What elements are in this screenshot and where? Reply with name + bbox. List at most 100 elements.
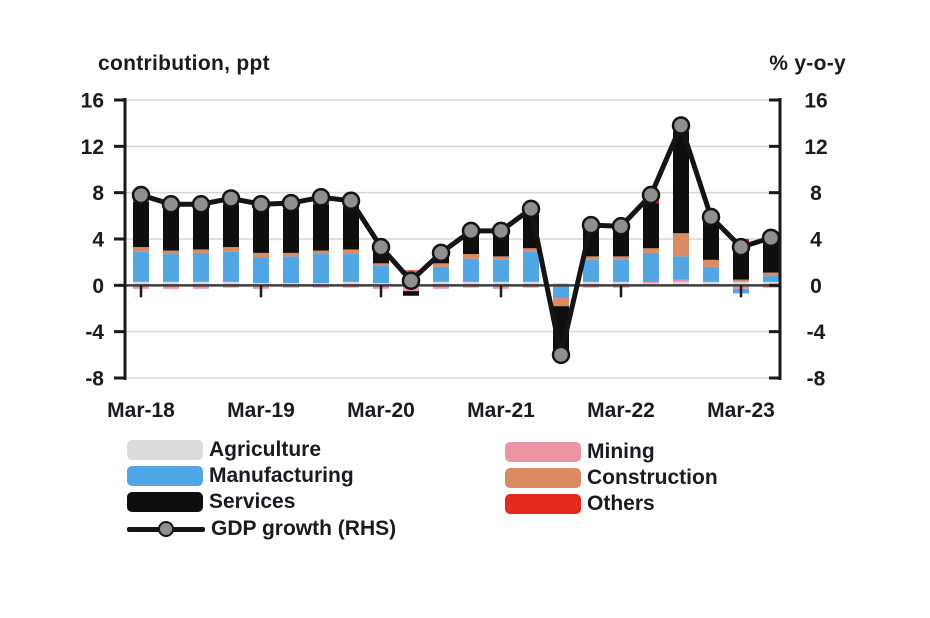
gdp-marker [371, 237, 391, 257]
gdp-marker [701, 207, 721, 227]
bar-segment-manufacturing [163, 254, 179, 282]
bar-segment-construction [553, 298, 569, 307]
bar-segment-manufacturing [553, 286, 569, 299]
bar-segment-manufacturing [463, 258, 479, 282]
construction-swatch-icon [505, 468, 581, 488]
x-tick-label: Mar-22 [587, 399, 655, 422]
bar-segment-agriculture [493, 281, 509, 286]
bar-segment-manufacturing [703, 266, 719, 282]
right-axis-tick-labels: 16 12 8 4 0 -4 -8 [804, 90, 827, 391]
bar-segment-agriculture [763, 281, 779, 286]
bar-segment-manufacturing [763, 276, 779, 282]
bar-segment-construction [673, 233, 689, 257]
y-tick-label-left: 16 [81, 90, 104, 113]
legend-item-construction: Construction [505, 466, 718, 489]
gdp-marker [521, 199, 541, 219]
bar-segment-manufacturing [343, 254, 359, 282]
gdp-marker [491, 221, 511, 241]
gdp-marker [131, 185, 151, 205]
bar-segment-services [763, 237, 779, 273]
bar-segment-construction [283, 252, 299, 257]
bar-segment-construction [133, 247, 149, 252]
legend-label: Construction [587, 466, 718, 489]
gdp-growth-markers [131, 116, 781, 365]
bar-segment-construction [223, 247, 239, 252]
bar-segment-construction [703, 259, 719, 267]
gdp-marker [341, 191, 361, 211]
legend-label: Others [587, 492, 655, 515]
y-tick-label-right: -4 [807, 321, 826, 344]
bar-segment-manufacturing [253, 257, 269, 284]
bar-segment-manufacturing [523, 251, 539, 282]
bar-segment-services [313, 204, 329, 251]
bar-segment-agriculture [733, 281, 749, 286]
bar-segment-manufacturing [283, 256, 299, 284]
gdp-marker [191, 195, 211, 214]
bar-segment-services [253, 208, 269, 253]
mining-swatch-icon [505, 442, 581, 462]
gdp-marker [221, 189, 241, 208]
gdp-marker [431, 243, 451, 263]
legend-label: Agriculture [209, 438, 322, 461]
bar-segment-construction [343, 249, 359, 255]
gdp-marker [161, 195, 181, 214]
y-tick-label-left: 12 [81, 136, 104, 159]
legend-label: Mining [587, 440, 655, 463]
bar-segment-services [223, 204, 239, 248]
bar-segment-services [133, 201, 149, 248]
gdp-marker [731, 237, 751, 257]
bar-segment-construction [313, 250, 329, 255]
y-tick-label-left: 4 [92, 229, 104, 252]
bar-segment-construction [733, 279, 749, 282]
bar-segment-agriculture [223, 281, 239, 286]
bar-segment-agriculture [133, 281, 149, 286]
y-tick-label-left: -4 [85, 321, 104, 344]
y-tick-label-left: -8 [85, 368, 104, 391]
legend-item-agriculture: Agriculture [127, 438, 322, 461]
gdp-marker [251, 195, 271, 214]
bar-segment-construction [643, 248, 659, 253]
bar-segment-services [163, 208, 179, 251]
gdp-marker [401, 271, 421, 290]
left-axis-title: contribution, ppt [98, 52, 270, 75]
bar-segment-construction [163, 250, 179, 255]
legend-item-gdp-growth: GDP growth (RHS) [127, 517, 396, 540]
left-axis-tick-labels: 16 12 8 4 0 -4 -8 [81, 90, 105, 391]
bar-segment-manufacturing [373, 265, 389, 284]
bar-segment-agriculture [193, 281, 209, 286]
legend-item-others: Others [505, 492, 655, 515]
bar-segment-agriculture [703, 281, 719, 286]
services-swatch-icon [127, 492, 203, 512]
gdp-marker [611, 217, 631, 236]
bar-segment-agriculture [583, 281, 599, 286]
bar-segment-services [613, 228, 629, 257]
gdp-marker [461, 221, 481, 241]
bar-segment-manufacturing [493, 259, 509, 282]
x-tick-label: Mar-20 [347, 399, 415, 422]
bar-segment-mining [433, 285, 449, 289]
gdp-marker [281, 193, 301, 213]
bar-segment-manufacturing [313, 254, 329, 284]
bar-segment-manufacturing [433, 266, 449, 282]
bar-segment-manufacturing [133, 251, 149, 282]
gdp-marker [581, 215, 601, 235]
manufacturing-swatch-icon [127, 466, 203, 486]
others-swatch-icon [505, 494, 581, 514]
y-tick-label-right: -8 [807, 368, 826, 391]
bar-segment-agriculture [343, 281, 359, 286]
x-tick-label: Mar-21 [467, 399, 535, 422]
y-tick-label-right: 0 [810, 275, 822, 298]
y-tick-label-left: 0 [92, 275, 104, 298]
y-tick-label-right: 16 [804, 90, 827, 113]
bar-segment-services [673, 131, 689, 234]
bar-segment-services [343, 206, 359, 250]
bar-segment-construction [253, 252, 269, 258]
bar-segment-manufacturing [673, 256, 689, 280]
bar-segment-construction [433, 263, 449, 267]
bar-segment-mining [643, 281, 659, 284]
bar-segment-agriculture [163, 281, 179, 286]
bar-segment-agriculture [433, 281, 449, 286]
x-axis-ticks [139, 285, 743, 298]
